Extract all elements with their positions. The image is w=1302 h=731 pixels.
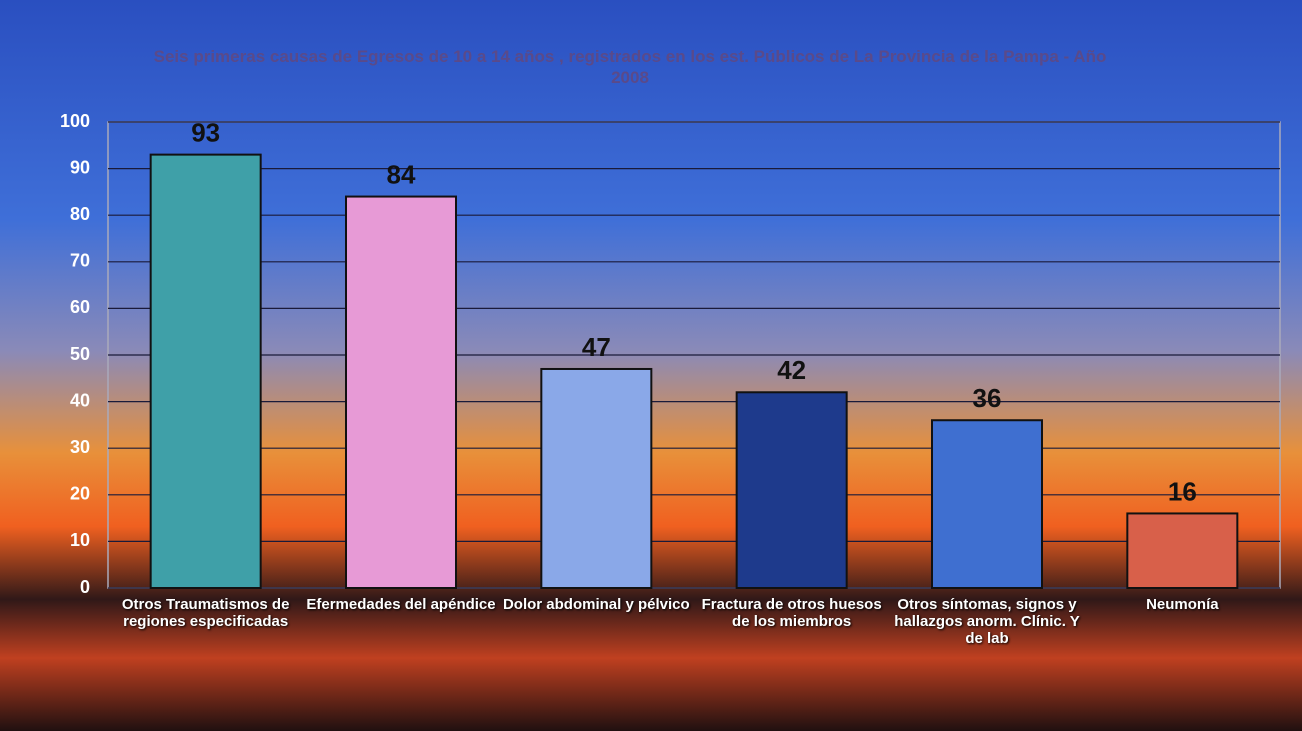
data-label: 36 xyxy=(973,383,1002,413)
bar xyxy=(541,369,651,588)
y-tick-label: 40 xyxy=(70,390,90,410)
y-tick-label: 20 xyxy=(70,484,90,504)
data-label: 84 xyxy=(387,159,416,189)
y-tick-label: 70 xyxy=(70,251,90,271)
chart-page: 0 10 20 30 40 50 60 70 80 90 100 93 84 47 42 36 16 Seis … xyxy=(0,0,1302,731)
data-label: 93 xyxy=(191,117,220,147)
y-tick-label: 80 xyxy=(70,204,90,224)
x-tick-label: Efermedades del apéndice xyxy=(306,596,496,613)
bar xyxy=(151,155,261,588)
data-label: 16 xyxy=(1168,476,1197,506)
chart-title: Seis primeras causas de Egresos de 10 a … xyxy=(150,46,1110,88)
y-tick-label: 90 xyxy=(70,157,90,177)
x-tick-label: Otros Traumatismos de regiones especific… xyxy=(111,596,301,630)
bar xyxy=(737,392,847,588)
y-tick-label: 100 xyxy=(60,111,90,131)
data-label: 42 xyxy=(777,355,806,385)
bar xyxy=(932,420,1042,588)
y-tick-label: 30 xyxy=(70,437,90,457)
bar xyxy=(346,197,456,588)
y-tick-label: 50 xyxy=(70,344,90,364)
x-tick-label: Neumonía xyxy=(1087,596,1277,613)
y-tick-label: 10 xyxy=(70,530,90,550)
data-label: 47 xyxy=(582,332,611,362)
x-tick-label: Fractura de otros huesos de los miembros xyxy=(697,596,887,630)
x-tick-label: Dolor abdominal y pélvico xyxy=(501,596,691,613)
x-tick-label: Otros síntomas, signos y hallazgos anorm… xyxy=(892,596,1082,647)
bar xyxy=(1127,513,1237,588)
y-tick-label: 0 xyxy=(80,577,90,597)
y-tick-label: 60 xyxy=(70,297,90,317)
